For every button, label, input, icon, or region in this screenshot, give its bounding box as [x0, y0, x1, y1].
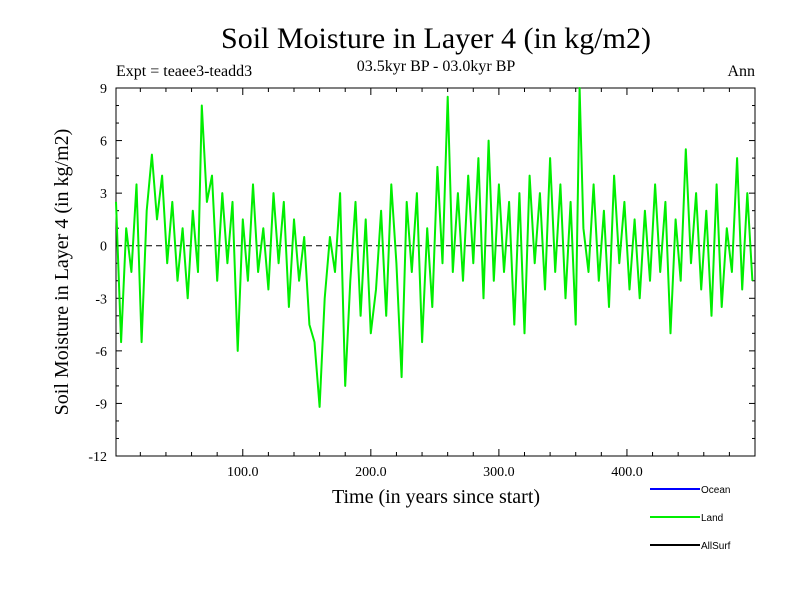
legend-label: Ocean — [701, 485, 730, 496]
experiment-label: Expt = teaee3-teadd3 — [116, 63, 252, 80]
x-axis-label: Time (in years since start) — [332, 486, 540, 508]
y-tick-label: -6 — [95, 345, 107, 360]
legend-label: AllSurf — [701, 541, 731, 552]
x-tick-label: 300.0 — [483, 465, 515, 480]
x-axis: 100.0 200.0 300.0 400.0 — [139, 88, 730, 480]
x-tick-label: 200.0 — [355, 465, 387, 480]
x-tick-label: 100.0 — [227, 465, 259, 480]
chart-subtitle: 03.5kyr BP - 03.0kyr BP — [357, 58, 516, 75]
legend-label: Land — [701, 513, 723, 524]
legend: Ocean Land AllSurf — [650, 485, 731, 552]
y-axis-label: Soil Moisture in Layer 4 (in kg/m2) — [51, 129, 73, 416]
y-tick-label: -3 — [95, 292, 107, 307]
y-tick-label: 3 — [100, 187, 107, 202]
x-tick-label: 400.0 — [611, 465, 643, 480]
y-tick-label: 6 — [100, 135, 107, 150]
y-tick-label: -12 — [88, 450, 107, 465]
y-tick-label: 9 — [100, 82, 107, 97]
y-tick-label: 0 — [100, 240, 107, 255]
series-line-land — [115, 87, 754, 408]
chart-title: Soil Moisture in Layer 4 (in kg/m2) — [221, 22, 651, 55]
plot-frame — [115, 87, 756, 457]
period-label: Ann — [727, 63, 755, 80]
y-tick-label: -9 — [95, 397, 107, 412]
